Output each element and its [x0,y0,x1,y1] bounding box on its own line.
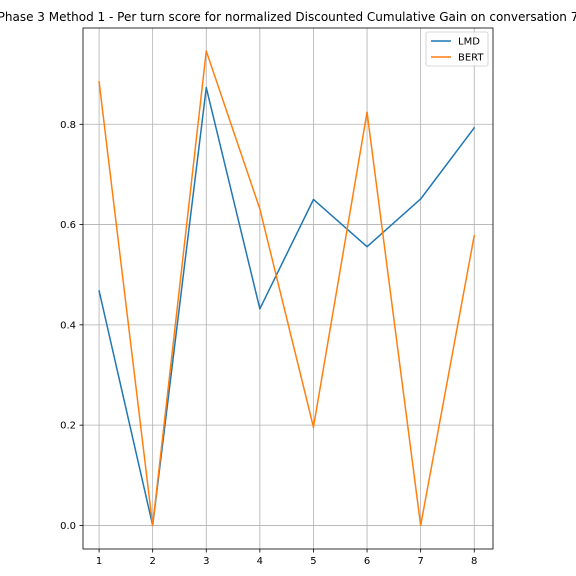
data-point-lmd [205,86,208,89]
legend-label-bert: BERT [458,53,484,64]
y-tick-label: 0.6 [60,220,76,231]
legend-label-lmd: LMD [458,37,480,48]
x-tick-label: 7 [417,556,423,567]
x-tick-label: 2 [149,556,155,567]
data-point-lmd [473,127,475,129]
data-point-bert [259,208,261,210]
data-point-bert [473,234,475,237]
data-point-bert [98,80,100,83]
data-point-bert [205,50,208,52]
x-tick-label: 5 [310,556,316,567]
data-point-lmd [419,198,422,200]
data-point-bert [366,111,368,113]
y-tick-label: 0.4 [60,320,76,331]
x-tick-label: 6 [364,556,370,567]
x-tick-label: 4 [257,556,263,567]
data-point-bert [312,426,315,428]
series-line-bert [98,50,475,527]
x-tick-label: 3 [203,556,209,567]
series-line-lmd [98,86,475,527]
data-point-lmd [366,245,368,248]
data-point-lmd [259,308,261,310]
plot-frame [82,27,494,550]
data-point-lmd [98,290,100,292]
x-tick-label: 1 [96,556,102,567]
y-tick-label: 0.2 [60,421,76,432]
chart-title: Phase 3 Method 1 - Per turn score for no… [0,10,576,24]
axis-ticks: 1 2 3 4 5 6 7 8 0.0 0.2 0.4 0.6 0.8 [60,120,477,567]
y-tick-label: 0.0 [60,521,76,532]
y-tick-label: 0.8 [60,120,76,131]
legend: LMD BERT [425,31,489,67]
data-point-bert [151,524,154,527]
data-point-lmd [312,198,315,201]
data-point-bert [419,524,422,527]
x-tick-label: 8 [471,556,477,567]
series-lines [98,50,475,527]
